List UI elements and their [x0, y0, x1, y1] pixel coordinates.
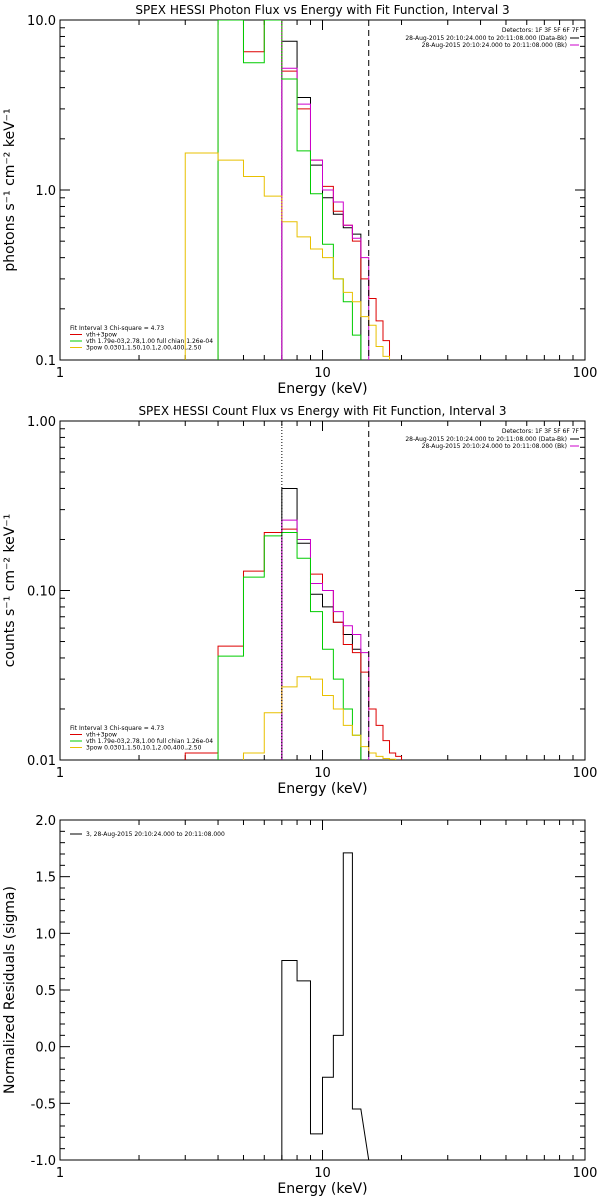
- x-tick-label: 1: [56, 1166, 64, 1181]
- fit-legend-text: vth 1.79e-03,2.78,1.00 full chian 1.26e-…: [86, 338, 213, 345]
- y-axis-ticks: [60, 819, 585, 1161]
- chart-title: SPEX HESSI Photon Flux vs Energy with Fi…: [135, 3, 509, 17]
- y-tick-label: 0.10: [27, 585, 56, 600]
- fit-legend-text: vth+3pow: [86, 732, 117, 739]
- x-tick-label: 1: [56, 766, 64, 781]
- y-tick-label: 1.00: [27, 415, 56, 430]
- y-tick-label: 0.5: [35, 984, 56, 999]
- y-axis-title: Normalized Residuals (sigma): [2, 886, 18, 1094]
- series-line-2: [217, 20, 391, 360]
- x-tick-label: 100: [573, 766, 598, 781]
- y-tick-label: 2.0: [35, 814, 56, 829]
- y-axis-ticks: [60, 420, 585, 761]
- x-axis-title: Energy (keV): [277, 1181, 367, 1197]
- x-tick-label: 100: [573, 366, 598, 381]
- chart-panel-1: SPEX HESSI Photon Flux vs Energy with Fi…: [2, 3, 597, 397]
- series-line-3: [281, 519, 370, 760]
- y-tick-label: 1.0: [35, 184, 56, 199]
- fit-legend-text: 3pow 0.0301,1.50,10.1,2.00,400.,2.50: [86, 345, 202, 352]
- series-group: [184, 20, 391, 360]
- chart-panel-2: SPEX HESSI Count Flux vs Energy with Fit…: [2, 404, 597, 797]
- detectors-label: Detectors: 1F 3F 5F 6F 7F: [502, 27, 580, 34]
- fit-legend-text: vth+3pow: [86, 332, 117, 339]
- x-axis-title: Energy (keV): [277, 381, 367, 397]
- series-line-2: [184, 528, 403, 760]
- series-group: [281, 852, 370, 1160]
- series-line-4: [217, 531, 362, 760]
- x-tick-label: 10: [314, 1166, 331, 1181]
- series-line-5: [184, 152, 391, 360]
- x-axis-title: Energy (keV): [277, 781, 367, 797]
- y-axis-title: counts s⁻¹ cm⁻² keV⁻¹: [2, 514, 18, 668]
- y-tick-label: 10.0: [27, 14, 56, 29]
- y-tick-label: 0.0: [35, 1041, 56, 1056]
- chart-panel-3: 1 10 100 -1.0 -0.5 0.0 0.5 1.0 1.5 2.0 Energy (keV…: [2, 814, 597, 1197]
- interval-legend-text: 28-Aug-2015 20:10:24.000 to 20:11:08.000…: [405, 436, 567, 443]
- y-axis-ticks: [60, 19, 585, 361]
- interval-legend-text: 28-Aug-2015 20:10:24.000 to 20:11:08.000…: [422, 443, 567, 450]
- y-axis-title: photons s⁻¹ cm⁻² keV⁻¹: [2, 108, 18, 271]
- series-line-1: [281, 40, 362, 360]
- fit-legend-header: Fit Interval 3 Chi-square = 4.73: [70, 725, 164, 732]
- y-tick-label: 0.1: [35, 354, 56, 369]
- x-axis-ticks: [59, 820, 586, 1160]
- series-line-3: [281, 67, 370, 360]
- y-tick-label: -1.0: [31, 1154, 56, 1169]
- x-tick-label: 10: [314, 766, 331, 781]
- fit-legend-header: Fit Interval 3 Chi-square = 4.73: [70, 325, 164, 332]
- y-tick-label: 1.5: [35, 871, 56, 886]
- interval-legend-text: 3, 28-Aug-2015 20:10:24.000 to 20:11:08.…: [86, 831, 225, 838]
- fit-legend-text: 3pow 0.0301,1.50,10.1,2.00,400.,2.50: [86, 745, 202, 752]
- chart-title: SPEX HESSI Count Flux vs Energy with Fit…: [138, 404, 506, 418]
- series-line-5: [242, 676, 397, 760]
- detectors-label: Detectors: 1F 3F 5F 6F 7F: [502, 428, 580, 435]
- x-tick-label: 10: [314, 366, 331, 381]
- interval-legend-text: 28-Aug-2015 20:10:24.000 to 20:11:08.000…: [422, 42, 567, 49]
- y-tick-label: -0.5: [31, 1097, 56, 1112]
- series-line-1: [281, 487, 362, 760]
- y-tick-label: 0.01: [27, 754, 56, 769]
- fit-legend-text: vth 1.79e-03,2.78,1.00 full chian 1.26e-…: [86, 738, 213, 745]
- x-tick-label: 1: [56, 366, 64, 381]
- x-tick-label: 100: [573, 1166, 598, 1181]
- series-line-4: [217, 20, 362, 360]
- interval-legend-text: 28-Aug-2015 20:10:24.000 to 20:11:08.000…: [405, 35, 567, 42]
- y-tick-label: 1.0: [35, 927, 56, 942]
- series-line-1: [281, 852, 370, 1160]
